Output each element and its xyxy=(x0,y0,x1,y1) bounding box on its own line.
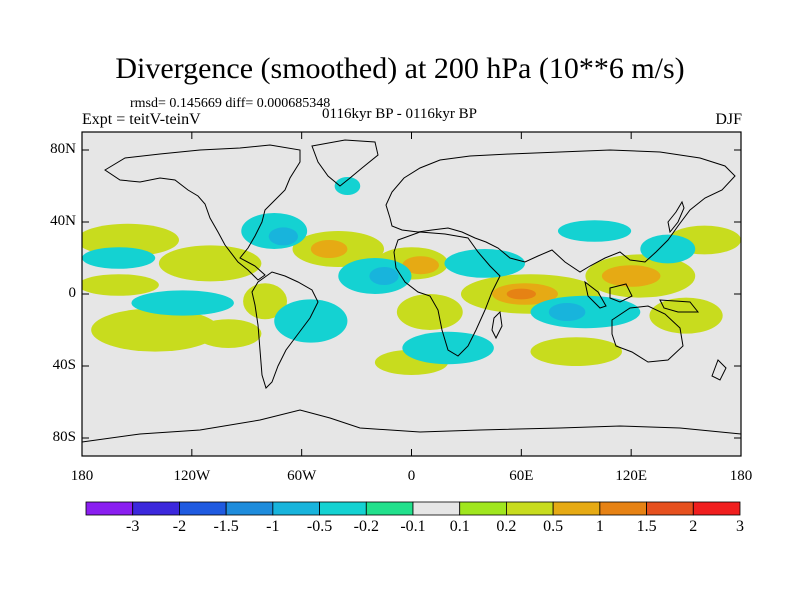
contour-region-12 xyxy=(649,297,723,334)
lon-tick-label: 120E xyxy=(615,468,647,484)
lat-tick-label: 40S xyxy=(52,357,76,373)
contour-region-29 xyxy=(334,177,361,195)
colorbar xyxy=(85,501,741,516)
contour-region-27 xyxy=(640,234,696,264)
coastline-greenland xyxy=(311,139,379,187)
coastline-borneo xyxy=(609,283,633,303)
contour-region-28 xyxy=(402,331,494,365)
lon-tick-label: 180 xyxy=(70,468,94,484)
season-label: DJF xyxy=(715,111,742,128)
contour-region-4 xyxy=(195,319,262,348)
lat-tick-label: 40N xyxy=(50,213,76,229)
period-label: 0116kyr BP - 0116kyr BP xyxy=(322,106,478,122)
colorbar-label: -1.5 xyxy=(213,518,239,535)
lon-tick-label: 180 xyxy=(729,468,753,484)
axis-ticks xyxy=(81,132,742,456)
contour-region-17 xyxy=(402,256,439,275)
lat-tick-label: 80N xyxy=(50,141,76,157)
coastline-madagascar xyxy=(491,310,503,340)
coastline-japan xyxy=(667,200,685,234)
colorbar-swatch xyxy=(365,501,414,516)
colorbar-swatch xyxy=(412,501,461,516)
coastline-new-guinea xyxy=(659,299,700,313)
colorbar-swatch xyxy=(132,501,180,516)
contour-region-5 xyxy=(243,283,288,320)
stats-text: rmsd= 0.145669 diff= 0.000685348 xyxy=(130,96,331,111)
coastline-eurasia xyxy=(385,149,736,273)
contour-region-31 xyxy=(548,303,586,321)
coastline-antarctica xyxy=(82,409,741,443)
map-title: Divergence (smoothed) at 200 hPa (10**6 … xyxy=(115,52,685,85)
contour-region-8 xyxy=(396,294,463,330)
coastline-australia xyxy=(611,305,684,363)
contour-region-19 xyxy=(506,288,536,300)
colorbar-swatch xyxy=(646,501,694,516)
colorbar-label: 0.1 xyxy=(449,518,470,535)
contour-region-24 xyxy=(82,247,156,269)
colorbar-label: 2 xyxy=(689,518,698,535)
colorbar-label: 0.5 xyxy=(543,518,564,535)
contour-region-22 xyxy=(274,299,348,343)
colorbar-swatch xyxy=(272,501,320,516)
colorbar-swatch xyxy=(319,501,367,516)
coastline-north-america xyxy=(104,144,301,281)
lon-tick-label: 0 xyxy=(407,468,416,484)
colorbar-label: 3 xyxy=(736,518,744,535)
colorbar-label: -0.5 xyxy=(306,518,333,535)
contour-region-32 xyxy=(369,267,399,285)
contour-region-2 xyxy=(158,245,262,282)
coastline-south-america xyxy=(251,271,319,389)
colorbar-label: 0.2 xyxy=(496,518,517,535)
colorbar-swatch xyxy=(459,501,507,516)
contour-region-16 xyxy=(601,265,661,287)
colorbar-swatch xyxy=(225,501,274,516)
coastline-africa xyxy=(393,231,501,357)
colorbar-label: -2 xyxy=(172,518,187,535)
contour-region-1 xyxy=(82,274,159,296)
colorbar-label: -0.2 xyxy=(353,518,379,535)
colorbar-label: -1 xyxy=(266,518,280,535)
coastline-new-zealand xyxy=(711,359,727,381)
lon-tick-label: 120W xyxy=(173,468,211,484)
colorbar-label: 1 xyxy=(595,518,604,535)
experiment-label: Expt = teitV-teinV xyxy=(82,111,201,128)
contour-region-10 xyxy=(530,337,623,366)
colorbar-swatch xyxy=(692,501,741,516)
contour-region-30 xyxy=(557,220,632,242)
coastlines xyxy=(82,139,741,443)
lat-tick-label: 0 xyxy=(68,285,77,301)
contour-region-33 xyxy=(268,227,299,246)
colorbar-swatch xyxy=(552,501,601,516)
colorbar-label: 1.5 xyxy=(636,518,657,535)
colorbar-label: -0.1 xyxy=(400,518,426,535)
lon-tick-label: 60W xyxy=(287,468,317,484)
colorbar-swatch xyxy=(85,501,134,516)
colorbar-swatch xyxy=(506,501,554,516)
lat-tick-label: 80S xyxy=(52,429,76,445)
contour-region-23 xyxy=(131,290,234,316)
colorbar-swatch xyxy=(599,501,647,516)
contour-region-3 xyxy=(91,308,220,352)
coastline-sumatra xyxy=(584,280,607,309)
contour-region-18 xyxy=(310,240,348,258)
contour-region-25 xyxy=(444,249,525,278)
colorbar-swatch xyxy=(179,501,227,516)
colorbar-label: -3 xyxy=(126,518,140,535)
lon-tick-label: 60E xyxy=(509,468,534,484)
